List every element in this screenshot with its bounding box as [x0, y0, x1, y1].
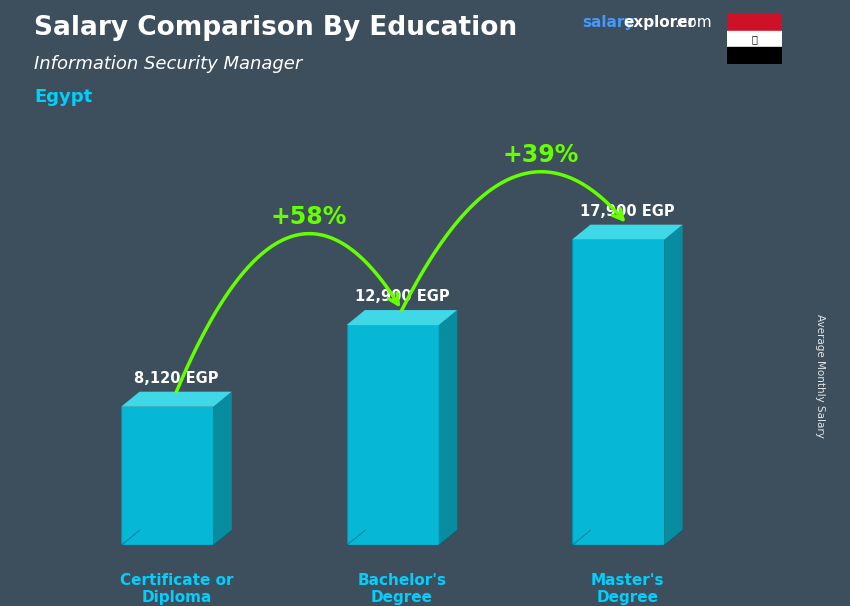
Polygon shape [121, 407, 213, 545]
Text: Average Monthly Salary: Average Monthly Salary [815, 314, 825, 438]
Text: +58%: +58% [270, 204, 347, 228]
Text: salary: salary [582, 15, 635, 30]
Text: 🦅: 🦅 [751, 34, 757, 44]
Bar [727, 30, 782, 47]
Polygon shape [347, 310, 457, 325]
Polygon shape [347, 325, 439, 545]
Text: Master's
Degree: Master's Degree [591, 573, 664, 605]
Text: +39%: +39% [502, 142, 579, 167]
Bar [727, 47, 782, 64]
Text: Egypt: Egypt [34, 88, 93, 106]
Text: Bachelor's
Degree: Bachelor's Degree [357, 573, 446, 605]
Text: .com: .com [674, 15, 711, 30]
Polygon shape [572, 225, 683, 240]
Polygon shape [664, 225, 683, 545]
Text: 8,120 EGP: 8,120 EGP [134, 371, 218, 386]
Text: Salary Comparison By Education: Salary Comparison By Education [34, 15, 517, 41]
Text: 12,900 EGP: 12,900 EGP [354, 289, 449, 304]
Polygon shape [213, 391, 232, 545]
Polygon shape [572, 240, 664, 545]
Text: 17,900 EGP: 17,900 EGP [580, 204, 675, 219]
Polygon shape [121, 391, 232, 407]
Text: Certificate or
Diploma: Certificate or Diploma [120, 573, 233, 605]
Text: explorer: explorer [623, 15, 695, 30]
Text: Information Security Manager: Information Security Manager [34, 55, 303, 73]
Bar [727, 14, 782, 30]
Polygon shape [439, 310, 457, 545]
